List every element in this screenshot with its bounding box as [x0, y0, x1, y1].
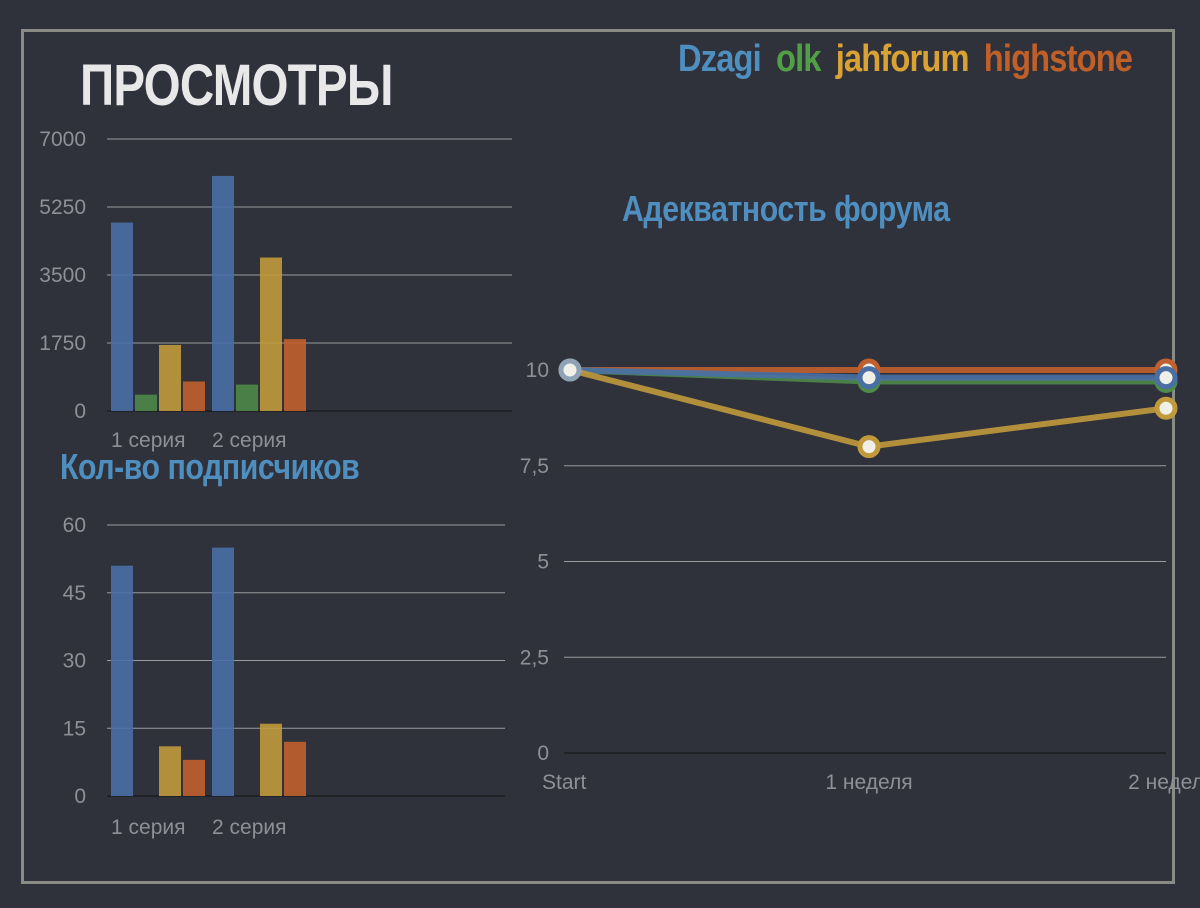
- x-category-label: 2 серия: [212, 816, 286, 839]
- y-tick-label: 15: [63, 717, 86, 740]
- y-tick-label: 0: [74, 400, 86, 423]
- x-category-label: 2 недел: [1128, 771, 1200, 794]
- y-tick-label: 5: [537, 551, 549, 574]
- slide-frame: [21, 29, 1175, 884]
- y-tick-label: 30: [63, 650, 86, 673]
- subscribers-chart-title: Кол-во подписчиков: [60, 446, 360, 487]
- legend-item-jahforum: jahforum: [835, 38, 970, 80]
- bar: [159, 344, 181, 411]
- bar: [212, 547, 234, 796]
- bar: [135, 394, 157, 411]
- bar: [236, 384, 258, 411]
- bar: [260, 257, 282, 411]
- data-point: [1154, 396, 1178, 420]
- bar: [284, 741, 306, 796]
- x-category-label: 1 серия: [111, 816, 185, 839]
- x-category-label: 2 серия: [212, 429, 286, 452]
- data-point: [1154, 366, 1178, 390]
- x-category-label: 1 серия: [111, 429, 185, 452]
- y-tick-label: 7,5: [520, 455, 549, 478]
- legend-item-highstone: highstone: [983, 38, 1133, 80]
- data-point: [857, 366, 881, 390]
- bar: [159, 746, 181, 796]
- legend-item-dzagi: Dzagi: [678, 38, 762, 80]
- bar: [111, 222, 133, 411]
- bar: [111, 565, 133, 796]
- y-tick-label: 1750: [39, 332, 86, 355]
- y-tick-label: 0: [537, 742, 549, 765]
- page-title: ПРОСМОТРЫ: [80, 53, 393, 118]
- y-tick-label: 0: [74, 785, 86, 808]
- y-tick-label: 5250: [39, 196, 86, 219]
- y-tick-label: 7000: [39, 128, 86, 151]
- legend-item-olk: olk: [775, 38, 821, 80]
- bar: [260, 723, 282, 796]
- bar: [183, 381, 205, 411]
- legend: Dzagi olk jahforum highstone: [678, 38, 1139, 81]
- y-tick-label: 60: [63, 514, 86, 537]
- data-point: [558, 358, 582, 382]
- x-category-label: 1 неделя: [825, 771, 912, 794]
- data-point: [857, 435, 881, 459]
- y-tick-label: 10: [526, 359, 549, 382]
- y-tick-label: 45: [63, 582, 86, 605]
- bar: [183, 759, 205, 796]
- bar: [212, 175, 234, 411]
- adequacy-chart-title: Адекватность форума: [622, 188, 950, 229]
- y-tick-label: 3500: [39, 264, 86, 287]
- y-tick-label: 2,5: [520, 646, 549, 669]
- bar: [284, 339, 306, 411]
- x-category-label: Start: [542, 771, 587, 794]
